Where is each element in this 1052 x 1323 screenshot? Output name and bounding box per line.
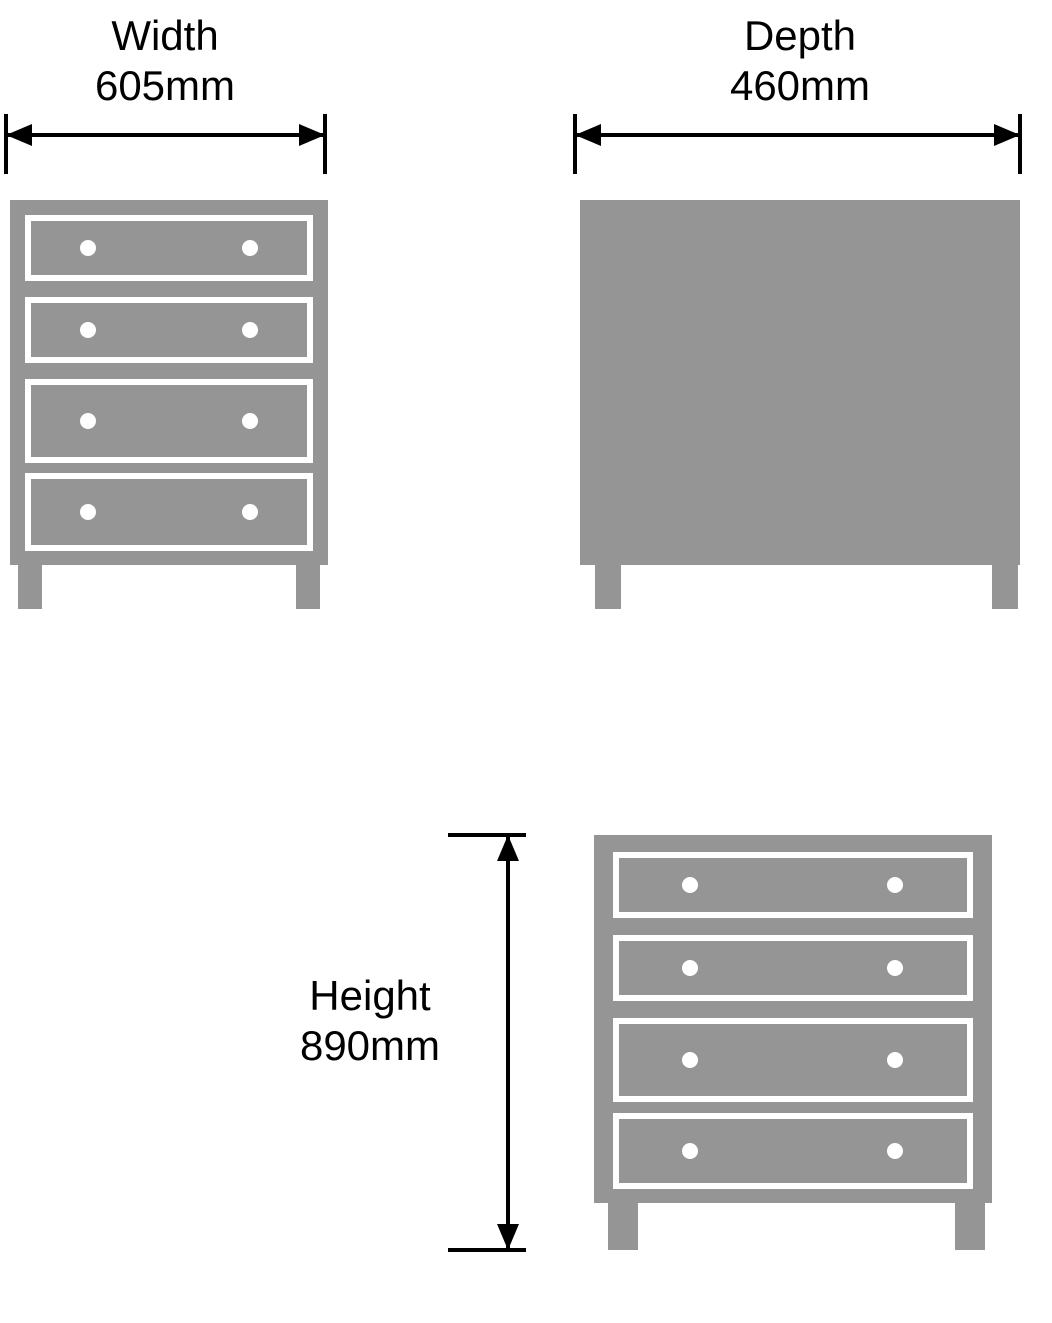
height-leg-right [955, 1203, 985, 1250]
knob-icon [682, 1052, 698, 1068]
height-view [594, 835, 992, 1250]
front-leg-right [296, 565, 320, 609]
width-label-name: Width [111, 12, 218, 59]
width-arrow [6, 114, 325, 174]
knob-icon [682, 877, 698, 893]
knob-icon [80, 322, 96, 338]
knob-icon [682, 960, 698, 976]
front-leg-left [18, 565, 42, 609]
dimension-diagram: Width 605mm Depth 460mm Height 890mm [0, 0, 1052, 1323]
side-view [580, 200, 1020, 609]
front-view [10, 200, 328, 609]
height-label-value: 890mm [300, 1022, 440, 1069]
height-dimension: Height 890mm [300, 835, 526, 1250]
height-label-name: Height [309, 972, 431, 1019]
side-body [580, 200, 1020, 565]
knob-icon [80, 504, 96, 520]
knob-icon [682, 1143, 698, 1159]
knob-icon [887, 877, 903, 893]
depth-label-name: Depth [744, 12, 856, 59]
knob-icon [242, 504, 258, 520]
height-leg-left [608, 1203, 638, 1250]
depth-arrow [575, 114, 1020, 174]
knob-icon [887, 1143, 903, 1159]
knob-icon [887, 1052, 903, 1068]
knob-icon [887, 960, 903, 976]
width-label-value: 605mm [95, 62, 235, 109]
knob-icon [242, 413, 258, 429]
depth-dimension: Depth 460mm [575, 12, 1020, 174]
width-dimension: Width 605mm [6, 12, 325, 174]
side-leg-left [595, 565, 621, 609]
knob-icon [242, 240, 258, 256]
knob-icon [242, 322, 258, 338]
knob-icon [80, 240, 96, 256]
height-arrow [448, 835, 526, 1250]
side-leg-right [992, 565, 1018, 609]
depth-label-value: 460mm [730, 62, 870, 109]
knob-icon [80, 413, 96, 429]
